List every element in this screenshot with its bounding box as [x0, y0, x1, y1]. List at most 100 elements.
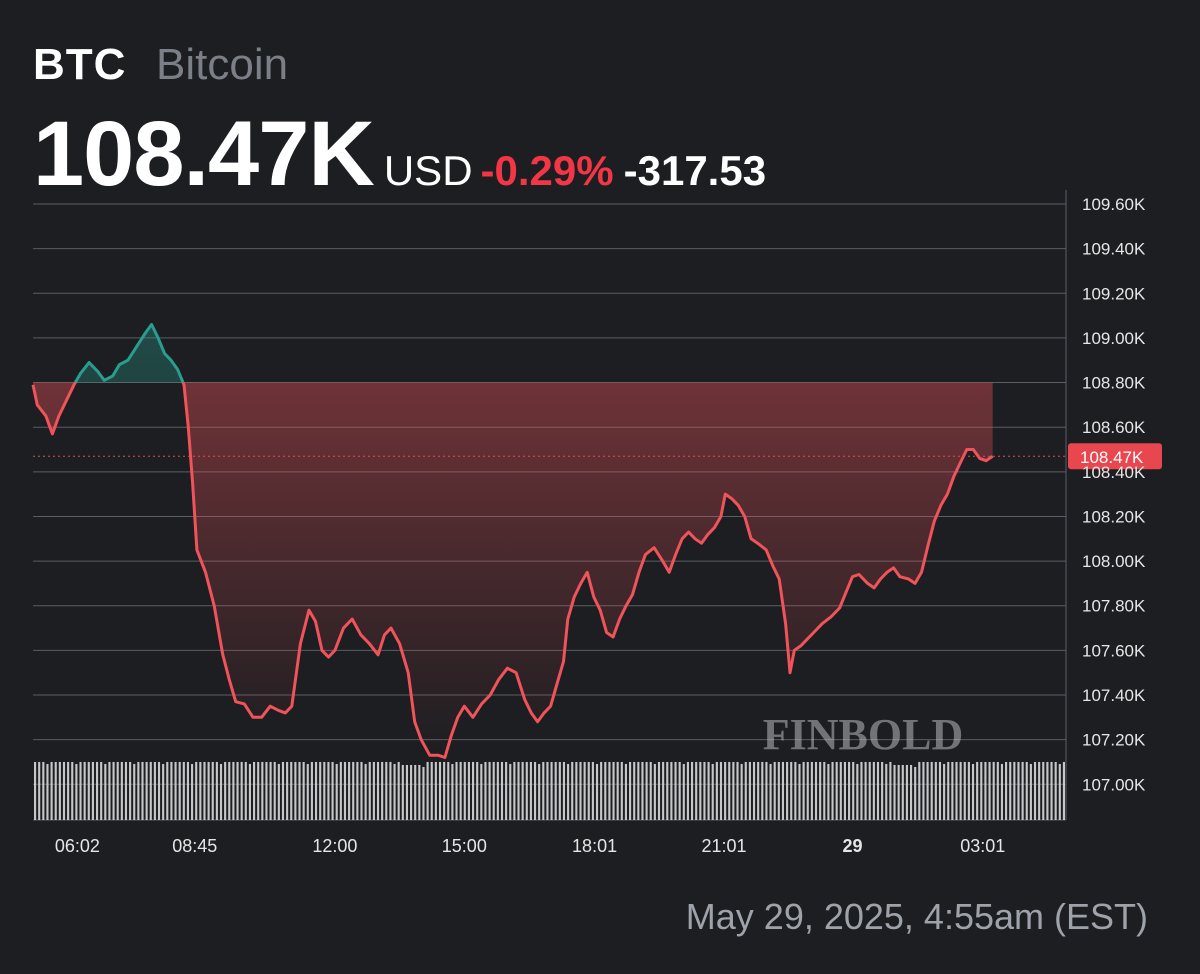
volume-bar [488, 761, 491, 820]
volume-bar [360, 761, 363, 820]
volume-bar [752, 761, 756, 820]
volume-bar [595, 763, 599, 820]
volume-bar [645, 761, 648, 820]
volume-bar [571, 761, 574, 820]
volume-bar [951, 761, 954, 820]
volume-bar [385, 761, 388, 820]
volume-bar [802, 761, 805, 820]
volume-bar [422, 766, 425, 820]
volume-bar [50, 761, 53, 820]
price-line-down [31, 382, 994, 759]
timestamp: May 29, 2025, 4:55am (EST) [685, 896, 1148, 937]
volume-bar [310, 761, 313, 820]
volume-bar [463, 761, 466, 820]
volume-bar [376, 761, 380, 820]
volume-bar [79, 761, 82, 820]
volume-bar [934, 761, 937, 820]
volume-bar [215, 761, 218, 820]
volume-bar [1042, 761, 1045, 820]
volume-bar [562, 761, 566, 820]
volume-bar [765, 761, 768, 820]
volume-bar [191, 763, 194, 820]
volume-bar [327, 761, 330, 820]
volume-bar [633, 761, 636, 820]
volume-bar [496, 761, 499, 820]
current-price-tag [1068, 443, 1162, 470]
volume-bar [1017, 761, 1020, 820]
volume-bar [620, 761, 623, 820]
volume-bar [715, 761, 718, 820]
volume-bar [881, 761, 884, 820]
volume-bar [75, 763, 78, 820]
volume-bar [513, 761, 516, 820]
volume-bar [34, 761, 37, 820]
volume-bar [608, 761, 611, 820]
volume-bar [277, 763, 280, 820]
volume-bar [500, 761, 504, 820]
volume-bar [281, 761, 285, 820]
volume-bar [728, 761, 731, 820]
volume-bar [781, 761, 785, 820]
volume-bar [662, 761, 665, 820]
volume-bar [211, 761, 214, 820]
volume-bar [773, 761, 776, 820]
volume-bar [1009, 761, 1012, 820]
volume-bar [823, 761, 826, 820]
volume-bar [203, 761, 206, 820]
volume-bar [137, 761, 140, 820]
volume-bar [484, 761, 487, 820]
x-tick-label: 06:02 [55, 836, 100, 856]
y-tick-label: 109.60K [1082, 195, 1146, 214]
volume-bar [1033, 761, 1037, 820]
volume-bar [414, 764, 417, 820]
volume-bar [794, 761, 797, 820]
volume-bar [286, 761, 289, 820]
volume-bar [418, 764, 421, 820]
volume-bar [992, 761, 995, 820]
volume-bar [976, 761, 979, 820]
price-chart[interactable]: FINBOLD 108.47K 107.00K 107.20K 107.40K 107… [0, 190, 1200, 870]
volume-bar [719, 761, 723, 820]
volume-bar [38, 761, 41, 820]
volume-bar [83, 761, 86, 820]
volume-bar [257, 761, 260, 820]
volume-bar [451, 763, 454, 820]
volume-bar [145, 761, 148, 820]
volume-bar [314, 761, 318, 820]
volume-bar [199, 761, 202, 820]
volume-bar [42, 761, 45, 820]
volume-bar [153, 761, 156, 820]
volume-bar [294, 761, 297, 820]
y-tick-label: 109.00K [1082, 329, 1146, 348]
volume-bar [372, 761, 375, 820]
volume-bar [612, 761, 615, 820]
volume-bar [298, 761, 301, 820]
volume-bar [389, 761, 392, 820]
volume-bar [290, 761, 293, 820]
volume-bar [410, 764, 413, 820]
volume-bar [236, 761, 239, 820]
volume-bar [174, 761, 177, 820]
volume-bar [819, 761, 822, 820]
volume-bar [732, 761, 735, 820]
x-tick-label: 21:01 [701, 836, 746, 856]
y-tick-label: 108.60K [1082, 418, 1146, 437]
volume-bar [872, 761, 875, 820]
volume-bar [996, 761, 999, 820]
volume-bar [554, 761, 557, 820]
volume-bar [678, 761, 681, 820]
volume-bar [922, 761, 925, 820]
volume-bar [963, 761, 966, 820]
volume-bar [112, 761, 115, 820]
volume-bar [889, 761, 892, 820]
volume-bar [339, 761, 342, 820]
x-tick-label: 03:01 [960, 836, 1005, 856]
volume-bar [852, 761, 855, 820]
volume-bar [492, 761, 495, 820]
volume-bar [381, 761, 384, 820]
volume-bar [467, 761, 470, 820]
price-area-down [33, 382, 993, 758]
volume-bar [430, 761, 433, 820]
y-tick-label: 108.20K [1082, 507, 1146, 526]
volume-bar [108, 761, 111, 820]
